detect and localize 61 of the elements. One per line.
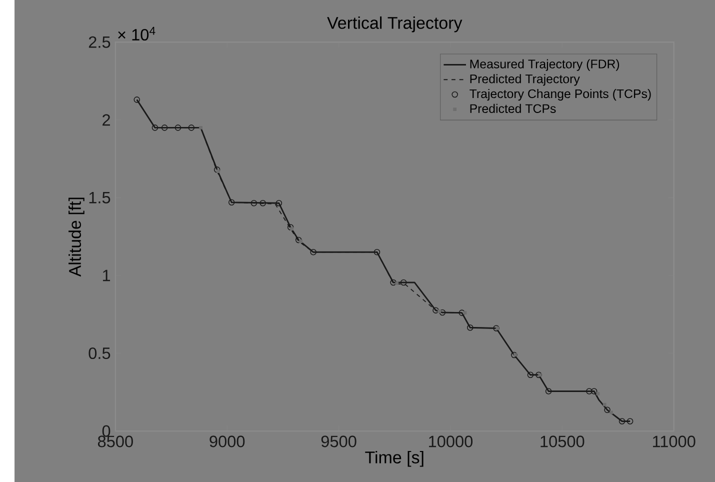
point xyxy=(161,124,168,131)
point xyxy=(596,392,600,396)
point xyxy=(216,170,220,173)
point xyxy=(538,373,542,377)
point xyxy=(199,126,202,130)
x-tick-label: 10500 xyxy=(540,436,584,448)
point xyxy=(536,372,542,378)
legend-label: Predicted TCPs xyxy=(470,104,556,113)
point xyxy=(260,200,266,206)
y-axis-title: Altitude [ft] xyxy=(68,198,84,277)
y-tick-label: 0 xyxy=(102,425,110,437)
point xyxy=(586,388,592,394)
point xyxy=(463,311,467,315)
point xyxy=(295,236,302,244)
x-tick-label: 9000 xyxy=(210,436,245,448)
point xyxy=(545,388,552,394)
point xyxy=(290,227,294,231)
point xyxy=(276,200,282,206)
point xyxy=(439,309,446,316)
point xyxy=(467,324,474,331)
point xyxy=(287,224,294,230)
y-tick-label: 1 xyxy=(102,270,110,282)
point xyxy=(390,279,396,286)
point xyxy=(610,410,614,414)
point xyxy=(511,352,518,358)
point xyxy=(400,279,407,286)
x-tick-label: 10000 xyxy=(429,436,473,448)
text: × 10$^{4}$ xyxy=(118,26,156,41)
point xyxy=(228,199,235,206)
legend-label: Measured Trajectory (FDR) xyxy=(470,59,620,71)
y-tick-label: 1.5 xyxy=(89,192,110,204)
chart-title: Vertical Trajectory xyxy=(327,16,462,32)
legend-label: Trajectory Change Points (TCPs) xyxy=(470,89,651,101)
point xyxy=(602,402,606,406)
point xyxy=(310,249,316,256)
x-axis-title: Time [s] xyxy=(365,450,424,467)
point xyxy=(604,406,610,414)
point xyxy=(432,307,439,314)
x-tick-label: 8500 xyxy=(98,436,133,448)
y-tick-label: 2 xyxy=(102,114,110,126)
point xyxy=(618,418,626,424)
point xyxy=(250,200,258,206)
point xyxy=(493,325,500,332)
point xyxy=(152,124,158,131)
y-tick-label: 0.5 xyxy=(88,348,110,360)
point xyxy=(395,282,399,285)
point xyxy=(214,166,220,173)
x-tick-label: 11000 xyxy=(653,436,696,448)
y-tick-label: 2.5 xyxy=(88,36,110,48)
x-tick-label: 9500 xyxy=(321,436,356,448)
point xyxy=(590,388,598,394)
point xyxy=(496,326,500,330)
point xyxy=(527,372,534,378)
point xyxy=(374,249,380,256)
point xyxy=(174,124,182,131)
point xyxy=(458,310,466,316)
legend-label: Predicted Trajectory xyxy=(470,74,580,86)
point xyxy=(188,124,195,131)
point xyxy=(438,310,442,313)
point xyxy=(514,353,517,357)
point xyxy=(299,240,303,243)
